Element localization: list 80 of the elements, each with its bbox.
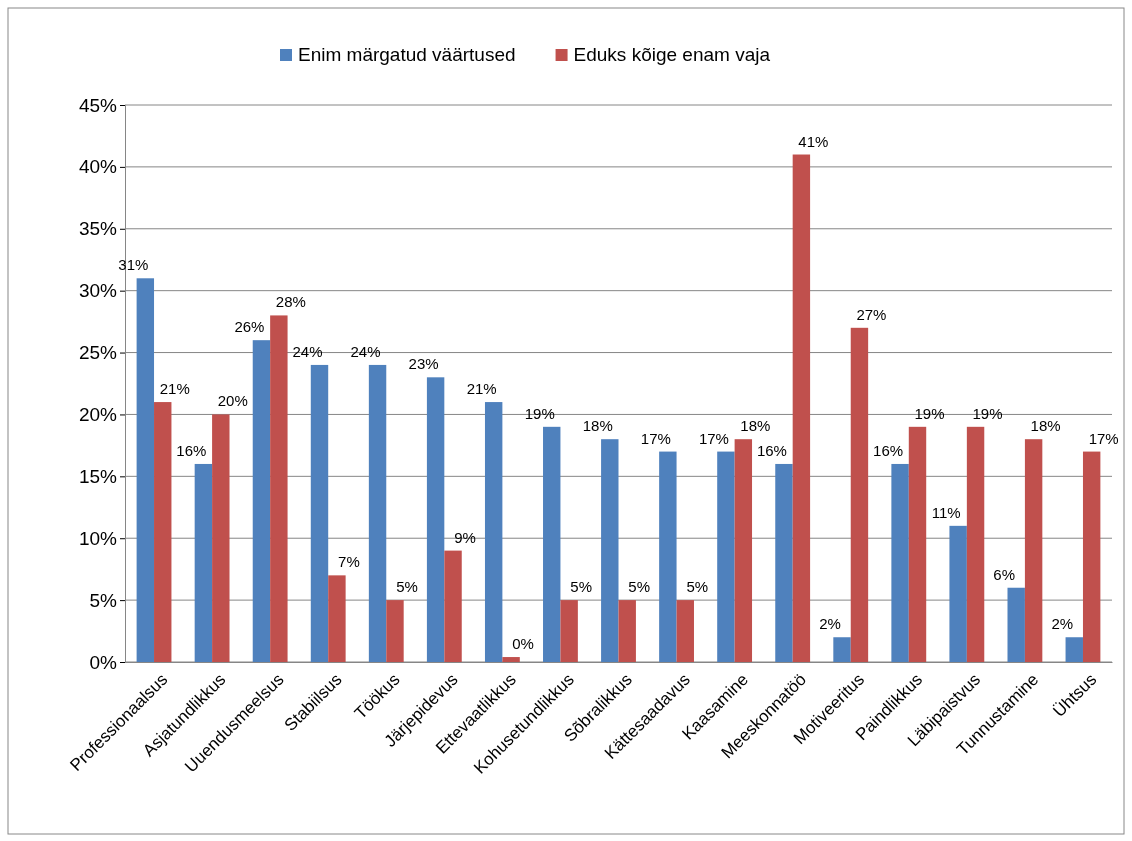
data-label: 26% (234, 318, 265, 336)
data-label: 18% (740, 417, 771, 435)
bar (676, 600, 694, 662)
y-tick-label: 25% (78, 342, 118, 364)
data-label: 18% (582, 417, 613, 435)
data-label: 5% (628, 578, 651, 596)
bar (560, 600, 578, 662)
data-label: 18% (1030, 417, 1061, 435)
data-label: 16% (756, 441, 787, 459)
bar (659, 451, 677, 662)
data-label: 23% (408, 355, 439, 373)
bar (966, 426, 985, 662)
data-label: 5% (686, 578, 709, 596)
bar (1065, 637, 1083, 662)
data-label: 19% (914, 404, 945, 422)
bar (328, 575, 346, 662)
data-label: 0% (512, 635, 534, 653)
bar (252, 340, 271, 662)
data-label: 17% (698, 429, 729, 447)
data-label: 16% (176, 441, 207, 459)
y-tick-label: 10% (78, 527, 118, 549)
legend-label: Eduks kõige enam vaja (573, 44, 771, 65)
bar (368, 364, 387, 662)
data-label: 41% (798, 132, 829, 150)
bar (502, 657, 520, 662)
bar (543, 426, 561, 662)
bar (154, 402, 172, 662)
y-tick-label: 5% (89, 589, 118, 611)
data-label: 11% (931, 503, 961, 521)
bar (484, 402, 503, 662)
bar (270, 315, 288, 662)
data-label: 9% (454, 528, 476, 546)
data-label: 17% (640, 429, 671, 447)
bar (1007, 587, 1025, 662)
y-tick-label: 0% (89, 651, 118, 673)
data-label: 17% (1088, 429, 1119, 447)
data-label: 7% (338, 553, 360, 571)
bar (850, 327, 869, 662)
data-label: 2% (1051, 615, 1074, 633)
bar (1024, 439, 1043, 662)
data-label: 5% (570, 578, 592, 596)
data-label: 20% (217, 392, 248, 410)
data-label: 24% (350, 342, 381, 360)
bar (949, 525, 967, 662)
bar (833, 637, 851, 662)
data-label: 5% (396, 578, 418, 596)
bar (717, 451, 735, 662)
bar (194, 463, 213, 662)
bar (775, 463, 793, 662)
legend-label: Enim märgatud väärtused (298, 44, 516, 65)
bar (1082, 451, 1101, 662)
data-label: 28% (275, 293, 306, 311)
data-label: 21% (159, 380, 190, 398)
data-label: 2% (819, 615, 841, 633)
bar (891, 463, 909, 662)
bar (426, 377, 445, 662)
bar (734, 439, 753, 662)
bar (386, 600, 404, 662)
data-label: 27% (856, 305, 887, 323)
bar (792, 154, 811, 662)
bar (212, 414, 230, 662)
y-tick-label: 15% (78, 465, 118, 487)
y-tick-label: 40% (78, 156, 118, 178)
data-label: 31% (118, 256, 149, 274)
data-label: 16% (873, 441, 904, 459)
bar (136, 278, 155, 662)
y-tick-label: 45% (78, 94, 118, 116)
data-label: 21% (466, 380, 497, 398)
data-label: 19% (972, 404, 1003, 422)
y-tick-label: 35% (78, 218, 118, 240)
data-label: 24% (292, 342, 323, 360)
data-label: 6% (993, 565, 1016, 583)
data-label: 19% (524, 404, 555, 422)
bar (444, 550, 462, 662)
bar (618, 600, 636, 662)
y-tick-label: 20% (78, 404, 118, 426)
bar (310, 364, 329, 662)
bar (908, 426, 927, 662)
bar (601, 439, 619, 662)
y-tick-label: 30% (78, 280, 118, 302)
